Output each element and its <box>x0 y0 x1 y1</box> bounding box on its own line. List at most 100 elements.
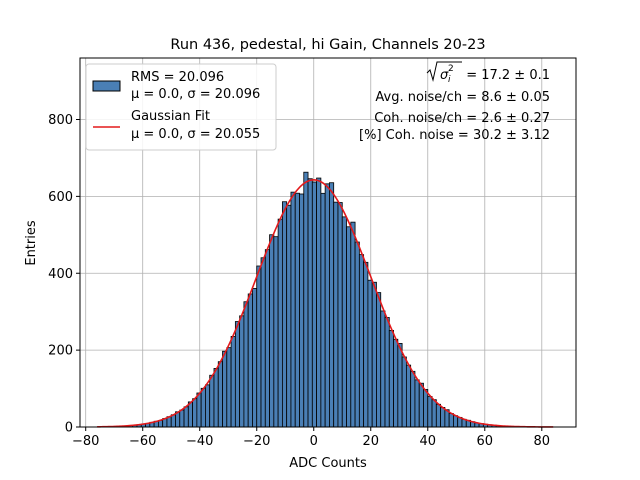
legend-histogram-swatch <box>92 80 121 92</box>
x-tick-label: 60 <box>477 434 494 449</box>
histogram-bar <box>260 257 266 428</box>
histogram-bar <box>341 216 347 428</box>
histogram-bar <box>226 347 232 428</box>
histogram-bar <box>192 398 198 428</box>
histogram-bar <box>230 335 236 428</box>
histogram-bar <box>281 201 288 428</box>
histogram-bar <box>388 329 394 428</box>
histogram-bar <box>431 399 437 428</box>
histogram-bar <box>384 317 390 428</box>
plot-frame <box>79 57 577 428</box>
histogram-bar <box>405 364 412 428</box>
histogram-bar <box>358 254 365 428</box>
histogram-bar <box>435 403 441 428</box>
y-tick-label: 600 <box>48 190 73 205</box>
histogram-bar <box>234 321 241 428</box>
legend-histogram-stats: μ = 0.0, σ = 20.096 <box>131 87 260 102</box>
histogram-bar <box>376 292 382 428</box>
histogram-bar <box>179 409 185 428</box>
histogram-bar <box>453 415 459 428</box>
x-tick-label: 0 <box>310 434 318 449</box>
histogram-bar <box>209 374 215 428</box>
histogram-bar <box>264 249 270 428</box>
histogram-bar <box>410 370 416 428</box>
histogram-bar <box>440 407 446 428</box>
histogram-bar <box>427 396 433 428</box>
histogram-bar <box>311 181 317 428</box>
histogram-bar <box>448 413 454 428</box>
noise-annotations: σ i 2 = 17.2 ± 0.1 Avg. noise/ch = 8.6 ±… <box>359 61 550 143</box>
histogram-bar <box>363 261 369 428</box>
histogram-bar <box>239 315 245 428</box>
y-tick-label: 200 <box>48 344 73 359</box>
avg-noise-text: Avg. noise/ch = 8.6 ± 0.05 <box>375 90 550 105</box>
histogram-bar <box>183 406 189 428</box>
histogram-bar <box>380 310 386 428</box>
legend: RMS = 20.096 μ = 0.0, σ = 20.096 Gaussia… <box>85 63 277 151</box>
x-tick-label: 80 <box>534 434 551 449</box>
histogram-bar <box>393 338 399 428</box>
histogram-bar <box>273 236 279 428</box>
y-tick-label: 400 <box>48 267 73 282</box>
y-axis-ticks: 0 200 400 600 800 <box>48 113 80 436</box>
histogram-bar <box>277 218 283 428</box>
histogram-bar <box>205 384 211 428</box>
x-tick-label: 40 <box>419 434 436 449</box>
x-tick-label: 20 <box>362 434 379 449</box>
histogram-bar <box>252 288 258 428</box>
histogram-bar <box>222 350 228 428</box>
legend-fit-stats: μ = 0.0, σ = 20.055 <box>131 127 260 142</box>
histogram-bar <box>294 192 300 428</box>
histogram-bar <box>320 192 326 428</box>
histogram-bar <box>286 204 292 428</box>
histogram-bar <box>418 382 424 428</box>
histogram-bars <box>102 171 531 428</box>
histogram-bar <box>243 301 249 428</box>
histogram-bar <box>350 221 356 428</box>
svg-text:i: i <box>448 75 451 85</box>
histogram-bar <box>316 177 322 428</box>
histogram-bar <box>303 171 309 428</box>
histogram-bar <box>256 265 262 428</box>
y-axis-label: Entries <box>24 220 39 266</box>
y-tick-label: 0 <box>65 421 73 436</box>
y-tick-label: 800 <box>48 113 73 128</box>
histogram-bar <box>324 183 330 428</box>
svg-text:σ: σ <box>440 68 449 83</box>
histogram-bar <box>299 193 305 428</box>
histogram-bar <box>307 178 313 428</box>
histogram-bar <box>269 234 275 428</box>
coh-noise-text: Coh. noise/ch = 2.6 ± 0.27 <box>374 111 550 126</box>
histogram-bar <box>200 387 206 428</box>
histogram-bar <box>371 281 377 428</box>
histogram-bar <box>247 293 253 428</box>
histogram-bar <box>170 414 176 428</box>
gaussian-fit-line <box>97 179 554 428</box>
histogram-bar <box>397 343 403 428</box>
histogram-bar <box>187 401 193 428</box>
chart-title: Run 436, pedestal, hi Gain, Channels 20-… <box>170 37 485 53</box>
x-tick-label: −60 <box>129 434 156 449</box>
x-axis-label: ADC Counts <box>289 456 367 471</box>
histogram-bar <box>346 226 352 428</box>
histogram-bar <box>401 356 407 428</box>
histogram-bar <box>217 361 223 428</box>
x-tick-label: −80 <box>72 434 99 449</box>
legend-fit-label: Gaussian Fit <box>131 109 210 124</box>
legend-frame <box>85 63 277 151</box>
histogram-bar <box>337 202 343 428</box>
histogram-bar <box>213 368 219 428</box>
histogram-bar <box>290 191 296 428</box>
histogram-bar <box>329 182 335 428</box>
legend-histogram-label: RMS = 20.096 <box>131 70 224 85</box>
histogram-bar <box>333 201 339 428</box>
coh-noise-pct-text: [%] Coh. noise = 30.2 ± 3.12 <box>359 128 550 143</box>
x-axis-ticks: −80 −60 −40 −20 0 20 40 60 80 <box>72 427 550 449</box>
sigma-i-symbol: σ i 2 <box>426 61 462 85</box>
histogram-bar <box>367 279 373 428</box>
svg-text:2: 2 <box>448 64 454 74</box>
histogram-bar <box>196 392 202 428</box>
histogram-bar <box>414 379 420 428</box>
histogram-bar <box>423 389 429 428</box>
